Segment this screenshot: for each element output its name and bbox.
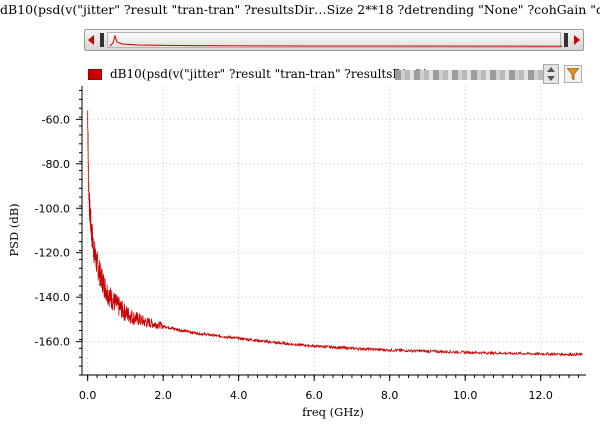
legend: dB10(psd(v("jitter" ?result "tran-tran" … [88, 64, 584, 84]
x-tick-label: 10.0 [453, 389, 478, 402]
x-axis-label: freq (GHz) [302, 405, 364, 419]
legend-swatch[interactable] [88, 69, 102, 80]
x-tick-label: 12.0 [528, 389, 553, 402]
y-tick-label: -160.0 [35, 336, 70, 349]
psd-series-line [87, 110, 583, 357]
x-tick-label: 2.0 [154, 389, 172, 402]
filter-button[interactable] [564, 65, 582, 83]
y-tick-label: -120.0 [35, 247, 70, 260]
arrow-left-icon[interactable] [88, 35, 94, 45]
y-tick-label: -140.0 [35, 291, 70, 304]
chevron-down-icon[interactable] [547, 76, 555, 81]
zoom-scrollbar[interactable] [84, 29, 584, 51]
legend-path-obscured [395, 70, 545, 80]
legend-scroll[interactable] [543, 64, 559, 84]
scrollbar-thumb[interactable] [107, 32, 563, 48]
left-grip-handle[interactable] [100, 33, 104, 47]
y-tick-label: -80.0 [42, 158, 70, 171]
arrow-right-icon[interactable] [574, 35, 580, 45]
y-tick-label: -60.0 [42, 113, 70, 126]
x-tick-label: 6.0 [305, 389, 323, 402]
right-grip-handle[interactable] [564, 33, 568, 47]
x-tick-label: 0.0 [79, 389, 97, 402]
x-tick-label: 8.0 [381, 389, 399, 402]
x-tick-label: 4.0 [230, 389, 248, 402]
chart-title: dB10(psd(v("jitter" ?result "tran-tran" … [0, 2, 600, 17]
y-tick-label: -100.0 [35, 202, 70, 215]
overview-thumbnail [109, 34, 563, 47]
y-axis-label: PSD (dB) [7, 203, 21, 256]
chevron-up-icon[interactable] [547, 67, 555, 72]
funnel-icon [567, 68, 579, 80]
legend-label: dB10(psd(v("jitter" ?result "tran-tran" … [110, 67, 425, 81]
